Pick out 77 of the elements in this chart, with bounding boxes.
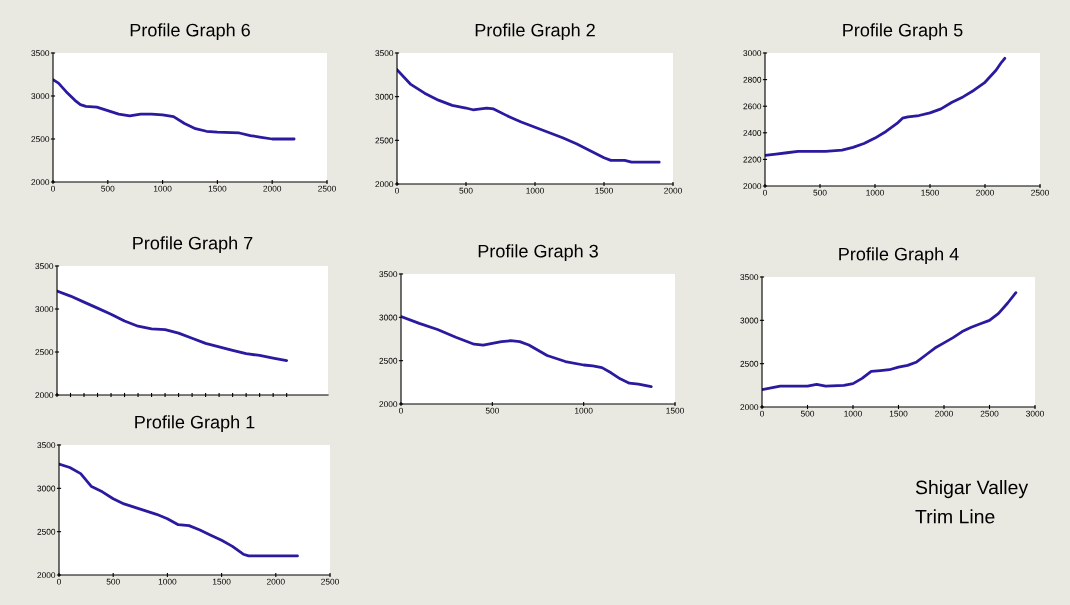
x-tick-label: 0 (57, 578, 61, 585)
y-tick-label: 2000 (379, 401, 398, 408)
x-tick-label: 2000 (266, 578, 285, 585)
x-tick-label: 2500 (980, 410, 999, 417)
x-tick-label: 500 (459, 187, 473, 194)
x-tick-label: 2500 (321, 578, 339, 585)
x-tick-label: 1000 (844, 410, 862, 417)
y-tick-label: 3000 (35, 306, 54, 313)
text: Trim Line (915, 509, 995, 524)
y-tick-label: 2000 (35, 392, 54, 399)
x-tick-label: 1000 (158, 578, 177, 585)
y-tick-label: 2500 (35, 349, 54, 356)
x-tick-label: 500 (813, 189, 827, 196)
x-tick-label: 500 (485, 407, 499, 414)
line-series (765, 56, 1007, 157)
x-tick-label: 500 (101, 185, 115, 192)
x-tick-label: 0 (399, 407, 403, 414)
x-tick-label: 1500 (666, 407, 684, 414)
y-tick-label: 2800 (743, 76, 762, 83)
y-tick-label: 3000 (743, 50, 762, 57)
x-tick-label: 2000 (263, 185, 282, 192)
x-tick-label: 2000 (664, 187, 682, 194)
x-tick-label: 1500 (212, 578, 231, 585)
line-series (401, 315, 653, 389)
x-tick-label: 0 (760, 410, 764, 417)
y-tick-label: 3500 (37, 442, 56, 449)
chart-title: Profile Graph 2 (475, 23, 595, 41)
y-tick-label: 2500 (740, 360, 759, 367)
x-tick-label: 1500 (889, 410, 908, 417)
x-tick-label: 500 (106, 578, 120, 585)
chart-title: Profile Graph 7 (133, 236, 253, 254)
chart-title: Profile Graph 5 (843, 23, 963, 41)
x-tick-label: 3000 (1026, 410, 1044, 417)
y-tick-label: 3000 (31, 93, 50, 100)
y-tick-label: 3500 (35, 263, 54, 270)
chart-title: Profile Graph 1 (135, 415, 255, 433)
x-tick-label: 2000 (935, 410, 953, 417)
x-tick-label: 2000 (976, 189, 994, 196)
x-tick-label: 0 (763, 189, 767, 196)
y-tick-label: 2000 (37, 572, 56, 579)
y-tick-label: 3000 (740, 317, 759, 324)
x-tick-label: 0 (395, 187, 399, 194)
chart-title: Profile Graph 3 (478, 244, 598, 262)
line-series (57, 289, 289, 362)
text: Shigar Valley (915, 480, 1029, 499)
line-series (397, 68, 661, 164)
x-tick-label: 1000 (866, 189, 884, 196)
y-tick-label: 2500 (31, 136, 50, 143)
x-tick-label: 0 (51, 185, 55, 192)
x-tick-label: 1500 (921, 189, 939, 196)
y-tick-label: 2500 (375, 137, 394, 144)
y-tick-label: 2000 (31, 179, 50, 186)
x-tick-label: 500 (800, 410, 815, 417)
x-tick-label: 2500 (318, 185, 336, 192)
line-series (762, 291, 1018, 392)
y-tick-label: 3000 (375, 93, 394, 100)
y-tick-label: 3500 (379, 271, 398, 278)
x-tick-label: 1000 (575, 407, 593, 414)
y-tick-label: 3500 (375, 50, 394, 57)
x-tick-label: 1000 (153, 185, 172, 192)
chart-title: Profile Graph 6 (130, 23, 250, 41)
x-tick-label: 1500 (595, 187, 613, 194)
line-series (53, 78, 296, 141)
y-tick-label: 2600 (743, 103, 762, 110)
x-tick-label: 1500 (208, 185, 227, 192)
y-tick-label: 3500 (31, 50, 50, 57)
y-tick-label: 2500 (37, 528, 56, 535)
x-tick-label: 1000 (526, 187, 544, 194)
line-series (59, 462, 299, 558)
y-tick-label: 3000 (379, 314, 398, 321)
y-tick-label: 3000 (37, 485, 56, 492)
y-tick-label: 2400 (743, 130, 762, 136)
x-tick-label: 2500 (1031, 189, 1049, 196)
y-tick-label: 2200 (743, 156, 762, 163)
y-tick-label: 3500 (740, 274, 759, 281)
y-tick-label: 2500 (379, 357, 398, 364)
chart-title: Profile Graph 4 (839, 247, 959, 265)
